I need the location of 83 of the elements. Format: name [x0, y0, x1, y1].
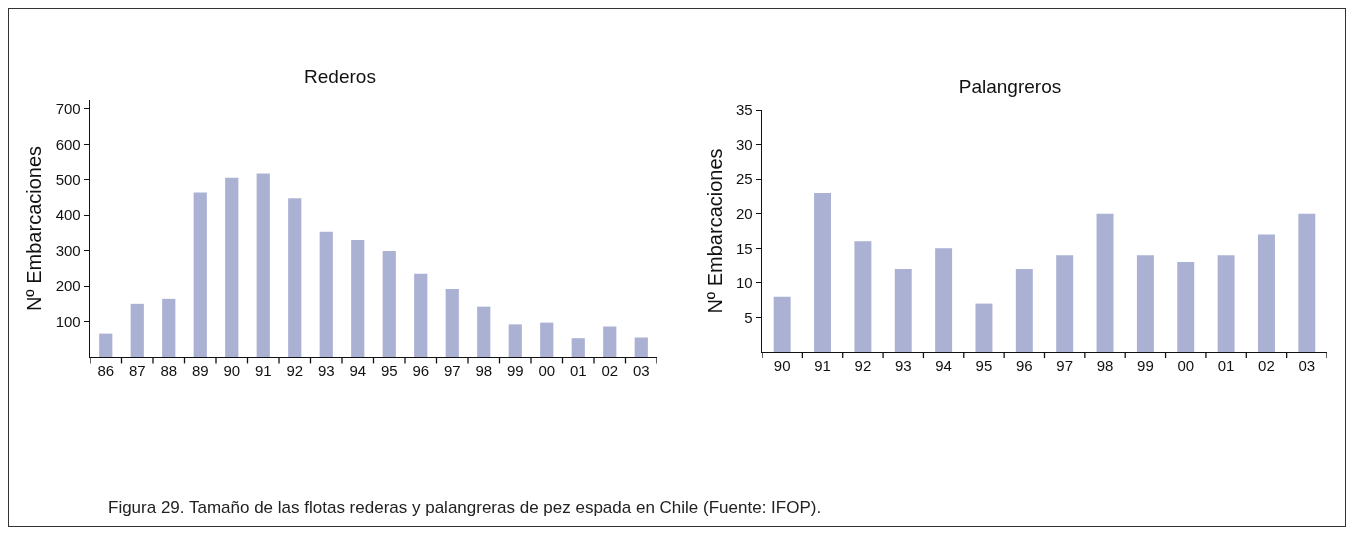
x-tick-label: 98 [1096, 357, 1114, 375]
y-tick-label: 10 [736, 274, 753, 292]
bar [894, 269, 912, 352]
bar [414, 273, 428, 357]
y-axis-title: Nº Embarcaciones [703, 148, 726, 314]
x-tick-label: 01 [569, 362, 587, 380]
x-tick-label: 94 [935, 357, 952, 375]
bar [1096, 213, 1114, 352]
bar [445, 288, 459, 357]
y-tick-label: 300 [55, 241, 81, 259]
x-tick-label: 99 [1137, 357, 1154, 375]
x-tick-label: 03 [632, 362, 650, 380]
y-axis-title: Nº Embarcaciones [23, 145, 46, 312]
chart-title: Palangreros [958, 76, 1062, 98]
chart-title: Rederos [304, 66, 376, 88]
bar [508, 324, 522, 357]
bar [1177, 262, 1195, 352]
bar [814, 192, 832, 352]
y-tick-label: 25 [736, 170, 753, 188]
x-tick-label: 00 [538, 362, 556, 380]
bar [288, 198, 302, 357]
bar [351, 240, 365, 357]
bar [256, 173, 270, 357]
bar [1257, 234, 1275, 352]
bar [634, 337, 648, 357]
bar [603, 326, 617, 357]
y-tick-label: 100 [55, 312, 81, 330]
bar [773, 296, 791, 352]
bar [1298, 213, 1316, 352]
x-tick-label: 92 [854, 357, 872, 375]
x-tick-label: 02 [1258, 357, 1275, 375]
x-tick-label: 95 [380, 362, 398, 380]
y-tick-label: 20 [736, 204, 753, 222]
bar [477, 306, 491, 357]
x-tick-label: 90 [773, 357, 791, 375]
x-tick-label: 02 [601, 362, 619, 380]
bar [162, 298, 176, 357]
bar [193, 192, 207, 357]
x-tick-label: 00 [1177, 357, 1195, 375]
y-tick-label: 600 [55, 135, 81, 153]
bar [319, 231, 333, 357]
bar [975, 303, 993, 352]
x-tick-label: 89 [191, 362, 209, 380]
bar [1015, 269, 1033, 352]
y-tick-label: 200 [55, 277, 81, 295]
y-tick-label: 30 [736, 135, 753, 153]
x-tick-label: 93 [317, 362, 335, 380]
bar [99, 333, 113, 357]
x-tick-label: 98 [475, 362, 493, 380]
x-tick-label: 92 [286, 362, 304, 380]
x-tick-label: 86 [97, 362, 115, 380]
bar [1217, 255, 1235, 352]
bar [382, 251, 396, 357]
x-tick-label: 90 [223, 362, 241, 380]
x-tick-label: 97 [1056, 357, 1074, 375]
bar [225, 177, 239, 357]
x-tick-label: 96 [412, 362, 430, 380]
y-tick-label: 700 [55, 100, 81, 118]
x-tick-label: 99 [506, 362, 524, 380]
x-tick-label: 93 [894, 357, 912, 375]
x-tick-label: 95 [975, 357, 993, 375]
x-tick-label: 96 [1015, 357, 1033, 375]
bar [130, 303, 144, 357]
x-tick-label: 97 [443, 362, 461, 380]
y-tick-label: 400 [55, 206, 81, 224]
bar [540, 322, 554, 357]
bar [935, 248, 953, 352]
x-tick-label: 87 [128, 362, 146, 380]
y-tick-label: 5 [744, 308, 753, 326]
y-tick-label: 15 [736, 239, 753, 257]
bar [1056, 255, 1074, 352]
x-tick-label: 01 [1217, 357, 1235, 375]
x-tick-label: 94 [349, 362, 367, 380]
y-tick-label: 500 [55, 171, 81, 189]
text: Figura 29. Tamaño de las flotas rederas y palangreras de pez espada en Chile (Fuente: IFOP). [108, 498, 822, 518]
x-tick-label: 91 [814, 357, 831, 375]
bar [571, 338, 585, 357]
x-tick-label: 91 [254, 362, 272, 380]
bar [854, 241, 872, 352]
x-tick-label: 03 [1298, 357, 1316, 375]
bar [1136, 255, 1154, 352]
x-tick-label: 88 [160, 362, 178, 380]
y-tick-label: 35 [736, 101, 753, 119]
